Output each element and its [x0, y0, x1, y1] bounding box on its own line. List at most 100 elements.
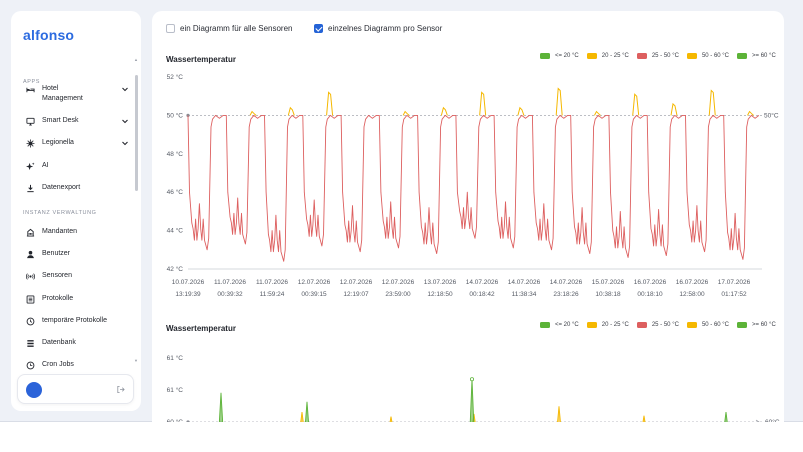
- y-tick-label: 42 °C: [167, 265, 184, 273]
- y-tick-label: 60 °C: [167, 418, 184, 422]
- legend-label: 25 - 50 °C: [651, 53, 679, 59]
- sidebar-scrollbar-thumb[interactable]: [135, 75, 138, 191]
- avatar[interactable]: [26, 382, 42, 398]
- x-tick-date: 10.07.2026: [172, 279, 205, 286]
- legend-item[interactable]: 50 - 60 °C: [686, 322, 730, 328]
- sparkles-icon: [25, 161, 36, 171]
- sidebar-item[interactable]: Legionella: [25, 138, 133, 148]
- sidebar-item[interactable]: Sensoren: [25, 271, 133, 281]
- temperature-peak: [440, 106, 448, 116]
- chart-title: Wassertemperatur: [166, 324, 236, 333]
- legend-item[interactable]: <= 20 °C: [540, 322, 579, 328]
- temperature-peak: [747, 110, 754, 116]
- peak-marker: [469, 377, 474, 382]
- x-tick-date: 12.07.2026: [382, 279, 415, 286]
- chart-title: Wassertemperatur: [166, 55, 236, 64]
- y-tick-label: 61 °C: [167, 354, 184, 362]
- legend-label: 20 - 25 °C: [601, 322, 629, 328]
- scroll-down-arrow[interactable]: ▼: [134, 358, 138, 363]
- user-card[interactable]: [17, 374, 134, 404]
- sidebar-item[interactable]: AI: [25, 161, 133, 171]
- sidebar-item-label: Datenexport: [42, 184, 81, 191]
- x-tick-time: 00:39:15: [301, 291, 327, 298]
- temperature-spike: [305, 401, 309, 422]
- legend-item[interactable]: >= 60 °C: [737, 322, 776, 328]
- sidebar-item[interactable]: temporäre Protokolle: [25, 316, 133, 326]
- legend-item[interactable]: 20 - 25 °C: [586, 322, 629, 328]
- temperature-peak: [402, 110, 410, 116]
- x-tick-time: 00:18:10: [637, 291, 663, 298]
- x-tick-date: 14.07.2026: [466, 279, 499, 286]
- separate-chart-option[interactable]: einzelnes Diagramm pro Sensor: [314, 24, 442, 33]
- temperature-spike: [300, 412, 304, 422]
- x-tick-date: 12.07.2026: [340, 279, 373, 286]
- legend-item[interactable]: 20 - 25 °C: [586, 53, 629, 59]
- chevron-down-icon[interactable]: [121, 85, 129, 93]
- reference-line-arrow: [755, 419, 760, 422]
- combined-chart-option[interactable]: ein Diagramm für alle Sensoren: [166, 24, 293, 33]
- download-icon: [25, 183, 36, 193]
- chevron-down-icon[interactable]: [121, 117, 129, 125]
- separate-chart-checkbox[interactable]: [314, 24, 323, 33]
- app-logo[interactable]: alfonso: [23, 27, 75, 43]
- legend-swatch: [686, 53, 697, 59]
- sidebar-item-label: Legionella: [42, 139, 74, 146]
- reference-line-marker: [186, 420, 190, 422]
- reference-line-label: 50°C: [764, 111, 779, 119]
- sidebar-item-label: Benutzer: [42, 250, 71, 257]
- sidebar-item[interactable]: Cron Jobs: [25, 360, 133, 370]
- legend-item[interactable]: 50 - 60 °C: [686, 53, 729, 59]
- sidebar-item[interactable]: Hotel Management: [25, 84, 133, 104]
- temperature-peak: [249, 110, 257, 116]
- legend-label: <= 20 °C: [555, 322, 579, 328]
- legend-swatch: [586, 53, 597, 59]
- temperature-chart: 61 °C 61 °C 60 °C 60°C: [167, 354, 780, 422]
- building-icon: [25, 227, 36, 237]
- legend-item[interactable]: >= 60 °C: [737, 53, 776, 59]
- x-tick-time: 12:58:00: [679, 291, 705, 298]
- y-tick-label: 61 °C: [167, 386, 184, 394]
- x-tick-time: 11:38:34: [512, 291, 537, 298]
- user-icon: [25, 249, 36, 259]
- sidebar-item[interactable]: Datenexport: [25, 183, 133, 193]
- y-tick-label: 44 °C: [167, 227, 184, 235]
- sidebar-item[interactable]: Benutzer: [25, 249, 133, 259]
- legend-item[interactable]: 25 - 50 °C: [636, 53, 679, 59]
- temperature-peak: [517, 106, 525, 116]
- x-tick-time: 10:38:18: [595, 291, 621, 298]
- temp-log-icon: [25, 316, 36, 326]
- combined-chart-checkbox[interactable]: [166, 24, 175, 33]
- x-tick-time: 23:18:26: [553, 291, 579, 298]
- temperature-spike: [389, 416, 393, 422]
- sidebar-item[interactable]: Datenbank: [25, 338, 133, 348]
- legend-swatch: [636, 322, 647, 328]
- y-tick-label: 52 °C: [167, 73, 184, 81]
- bottom-area: [0, 422, 803, 452]
- x-tick-date: 14.07.2026: [508, 279, 541, 286]
- scroll-up-arrow[interactable]: ▲: [134, 57, 138, 62]
- sidebar-section-apps: APPS: [23, 79, 41, 85]
- legend-swatch: [540, 322, 550, 328]
- y-tick-label: 48 °C: [167, 150, 184, 158]
- separate-chart-label: einzelnes Diagramm pro Sensor: [328, 24, 443, 33]
- sidebar-item[interactable]: Smart Desk: [25, 116, 133, 126]
- x-tick-date: 11.07.2026: [214, 279, 246, 286]
- chevron-down-icon[interactable]: [121, 139, 129, 147]
- temperature-peak: [326, 91, 334, 116]
- legend-label: 50 - 60 °C: [701, 322, 730, 328]
- x-tick-date: 12.07.2026: [298, 279, 331, 286]
- sidebar-item-label: Datenbank: [42, 339, 76, 346]
- temperature-peak: [708, 89, 716, 116]
- legend-item[interactable]: <= 20 °C: [540, 53, 579, 59]
- sidebar-item[interactable]: Mandanten: [25, 227, 133, 237]
- x-tick-time: 12:19:07: [343, 291, 369, 298]
- sidebar-item[interactable]: Protokolle: [25, 294, 133, 304]
- temperature-peak: [670, 102, 678, 116]
- x-tick-time: 11:59:24: [260, 291, 285, 298]
- legend-item[interactable]: 25 - 50 °C: [636, 322, 679, 328]
- log-icon: [25, 294, 36, 304]
- temperature-peak: [632, 93, 640, 116]
- sidebar: alfonso APPS Hotel Management Smart Desk L…: [11, 11, 141, 411]
- logout-icon[interactable]: [116, 385, 125, 394]
- y-tick-label: 50 °C: [167, 111, 184, 119]
